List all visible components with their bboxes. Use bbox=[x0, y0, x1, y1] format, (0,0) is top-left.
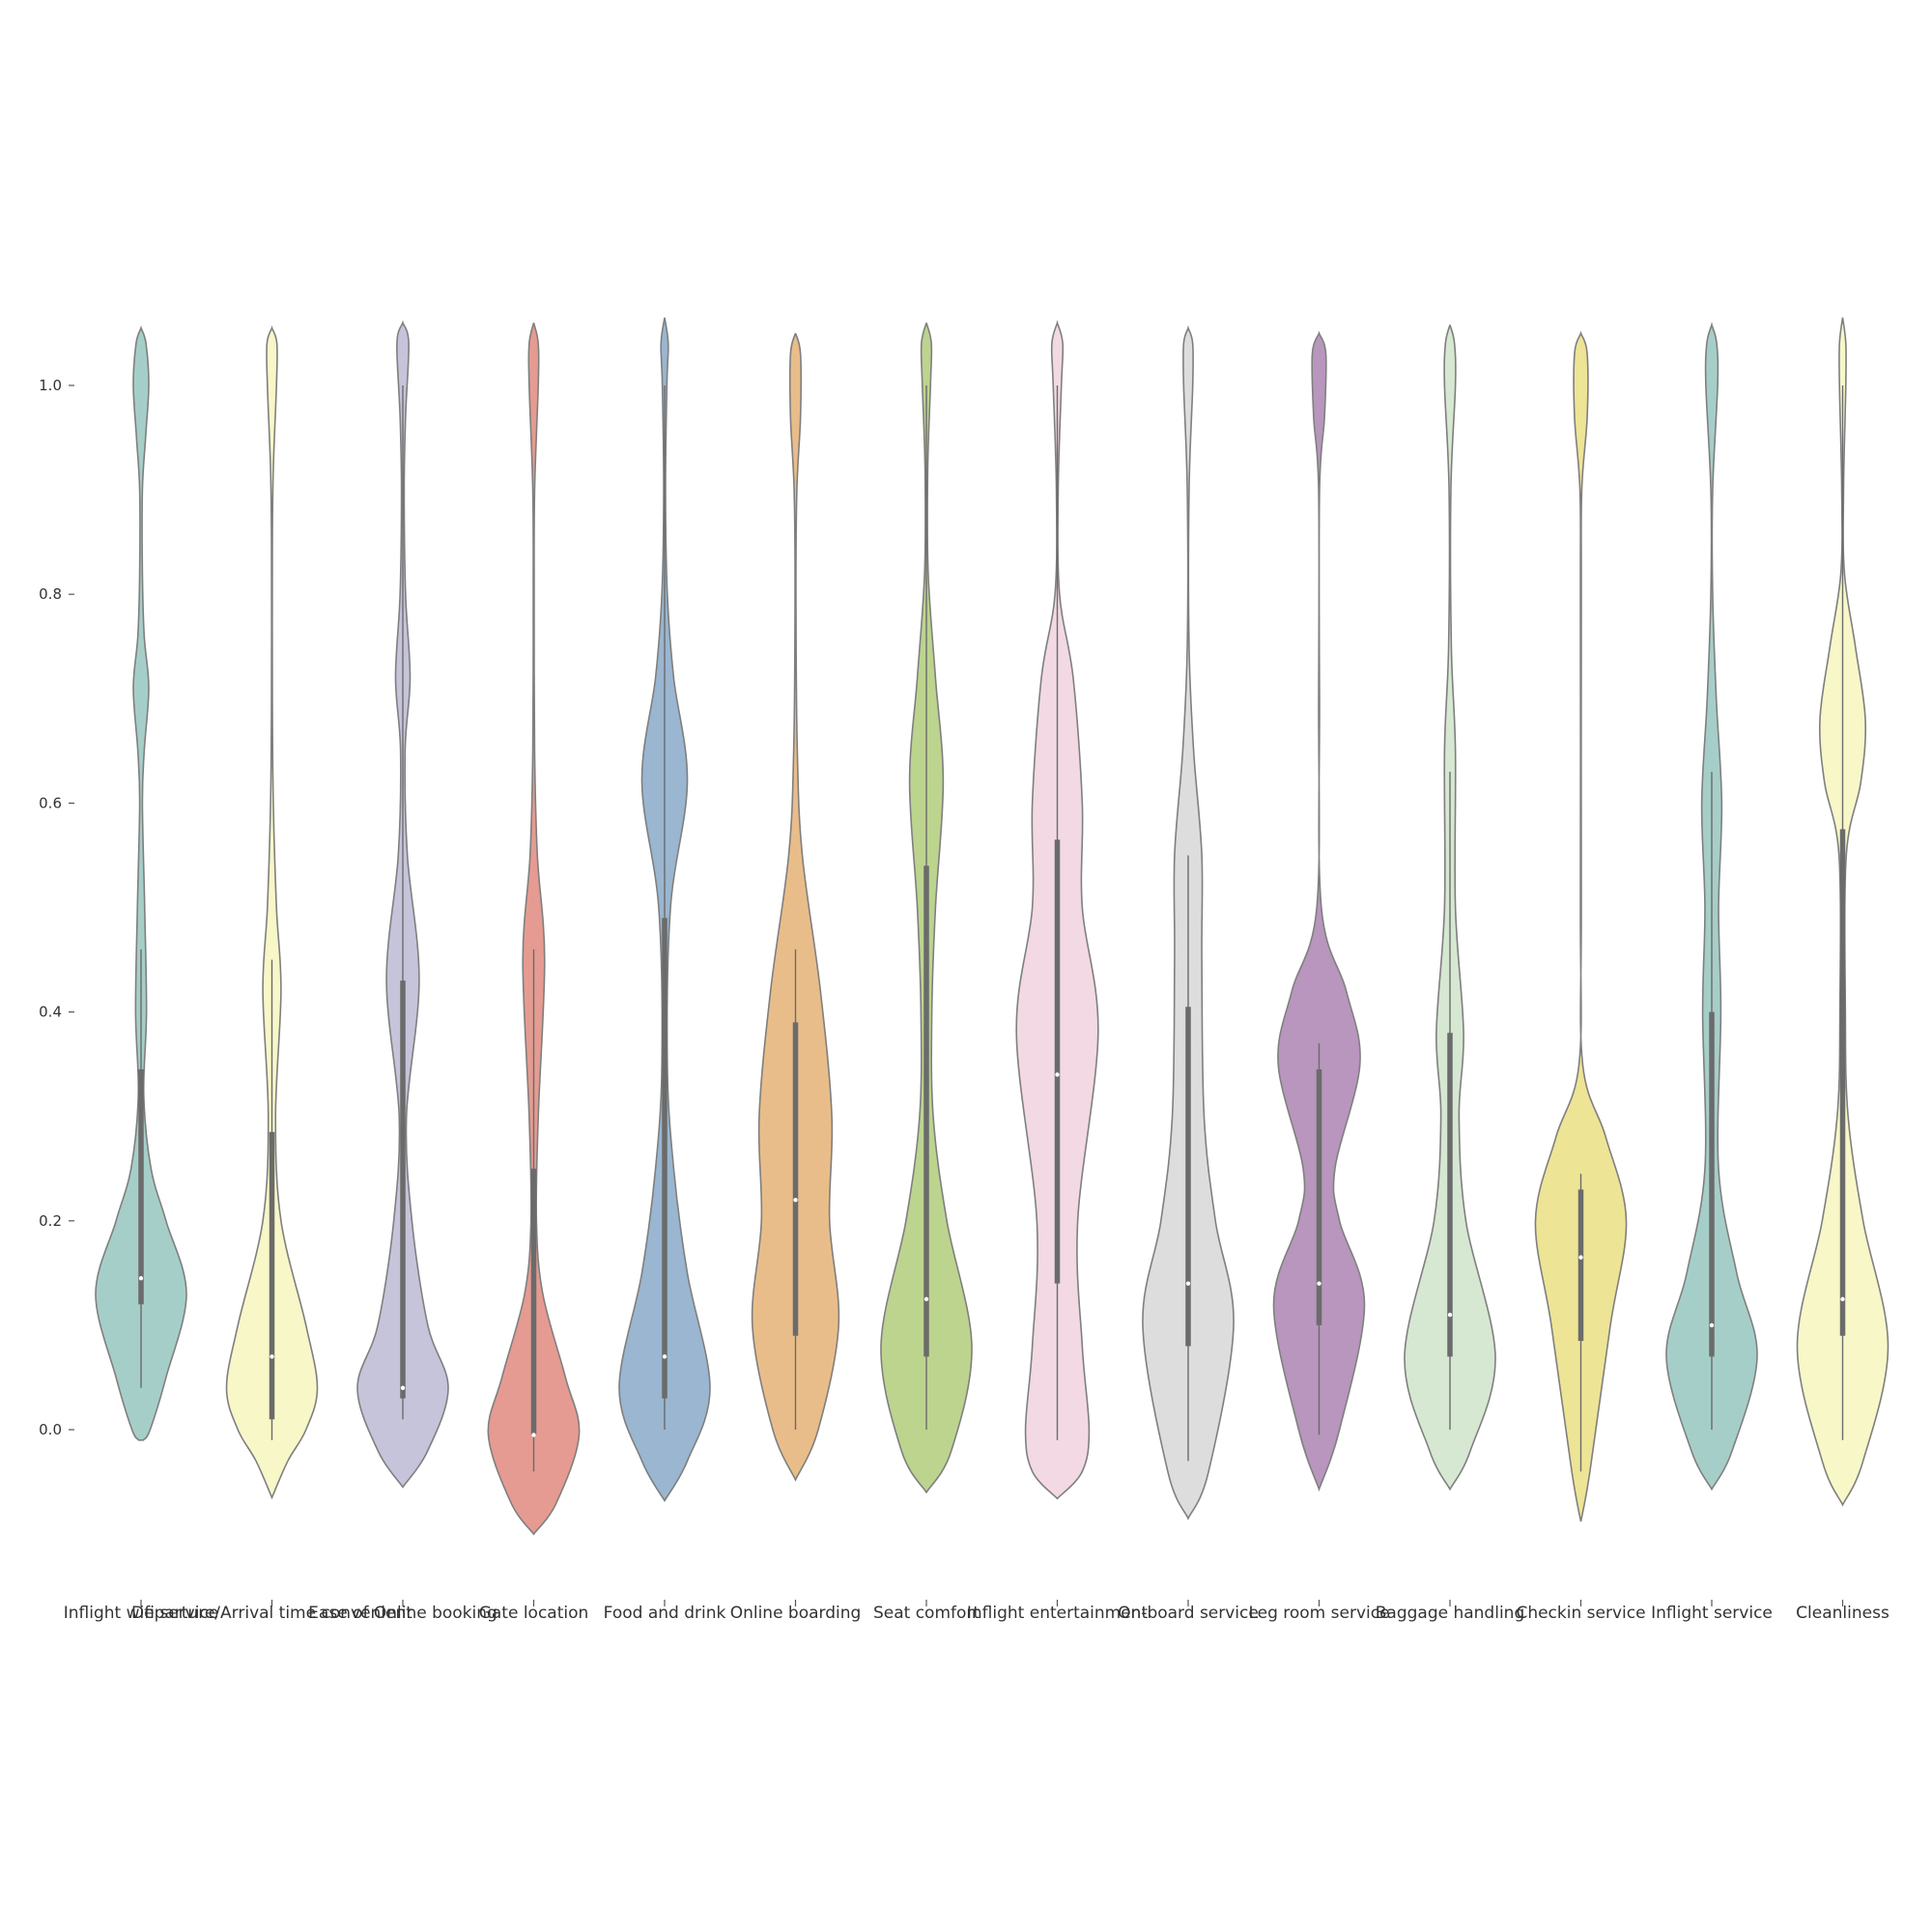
violin-median bbox=[1055, 1072, 1060, 1077]
violin-median bbox=[662, 1354, 668, 1359]
violin bbox=[95, 325, 187, 1441]
x-tick-label: On-board service bbox=[1118, 1604, 1259, 1623]
y-tick-label: 0.4 bbox=[39, 1004, 62, 1021]
violins bbox=[95, 317, 1889, 1536]
x-tick-label: Departure/Arrival time convenient bbox=[131, 1604, 412, 1623]
violin bbox=[1665, 322, 1758, 1492]
x-tick-label: Seat comfort bbox=[873, 1604, 980, 1623]
y-tick-label: 0.0 bbox=[39, 1421, 62, 1438]
violin bbox=[356, 320, 449, 1489]
x-tick-label: Inflight service bbox=[1651, 1604, 1773, 1623]
violin bbox=[1404, 325, 1496, 1492]
violin-median bbox=[531, 1433, 536, 1437]
x-tick-label: Baggage handling bbox=[1376, 1604, 1525, 1623]
x-tick-label: Checkin service bbox=[1516, 1604, 1645, 1623]
violin-body bbox=[225, 325, 319, 1500]
x-tick-label: Gate location bbox=[479, 1604, 589, 1623]
x-tick-label: Food and drink bbox=[604, 1604, 726, 1623]
x-tick-label: Ease of Online booking bbox=[308, 1604, 497, 1623]
y-tick-label: 0.2 bbox=[39, 1212, 62, 1230]
x-tick-label: Online boarding bbox=[730, 1604, 862, 1623]
violin-median bbox=[138, 1276, 144, 1281]
violin-median bbox=[400, 1385, 406, 1390]
violin bbox=[487, 322, 581, 1536]
violin bbox=[1796, 317, 1889, 1507]
violin-body bbox=[1272, 330, 1366, 1492]
violin-body bbox=[751, 332, 840, 1482]
y-axis: 0.0 0.2 0.4 0.6 0.8 1.0 bbox=[39, 377, 74, 1438]
y-tick-label: 0.8 bbox=[39, 585, 62, 603]
violin bbox=[880, 322, 973, 1494]
violin-median bbox=[1578, 1255, 1583, 1260]
violin bbox=[225, 325, 319, 1500]
violin bbox=[1534, 330, 1628, 1522]
violin bbox=[1272, 330, 1366, 1492]
violin-median bbox=[1317, 1281, 1321, 1286]
violin-median bbox=[923, 1296, 929, 1302]
violin-body bbox=[1534, 330, 1628, 1522]
x-tick-label: Leg room service bbox=[1248, 1604, 1389, 1623]
x-tick-label: Cleanliness bbox=[1796, 1604, 1889, 1623]
violin-median bbox=[1185, 1281, 1191, 1286]
y-tick-label: 0.6 bbox=[39, 794, 62, 811]
violin bbox=[751, 332, 840, 1482]
y-tick-label: 1.0 bbox=[39, 377, 62, 394]
violin-median bbox=[793, 1197, 798, 1203]
violin bbox=[1015, 319, 1099, 1500]
violin-median bbox=[1840, 1296, 1845, 1302]
violin bbox=[1142, 325, 1235, 1520]
x-tick-label: Inflight entertainment bbox=[967, 1604, 1149, 1623]
violin bbox=[618, 317, 711, 1503]
violin-median bbox=[270, 1354, 274, 1359]
violin-body bbox=[95, 325, 187, 1441]
violin-median bbox=[1709, 1322, 1715, 1328]
x-tick-label: Inflight wifi service bbox=[64, 1604, 219, 1623]
violin-median bbox=[1447, 1312, 1453, 1318]
